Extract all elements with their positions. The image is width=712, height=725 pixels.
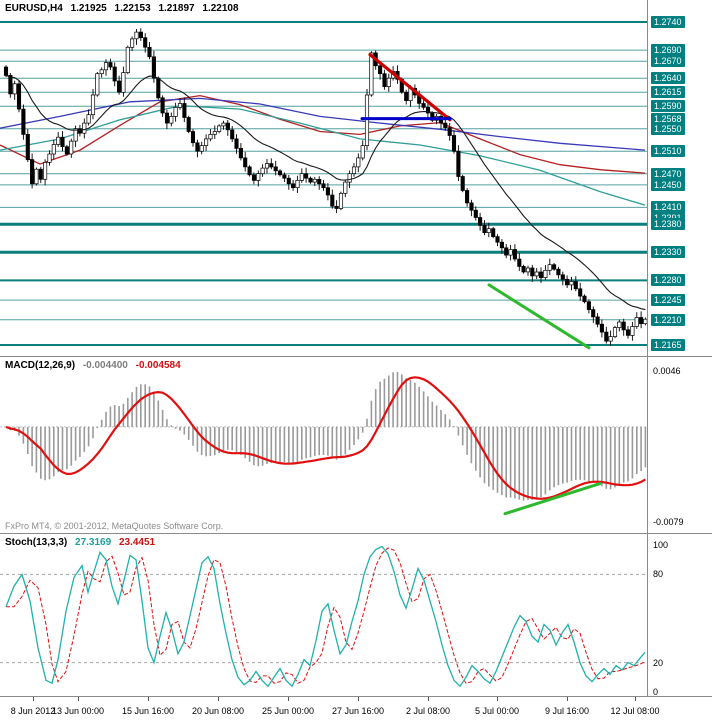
time-tick <box>428 697 429 701</box>
macd-axis-label: -0.0079 <box>653 517 684 527</box>
time-label: 12 Jul 08:00 <box>610 706 660 716</box>
time-tick <box>218 697 219 701</box>
time-tick <box>567 697 568 701</box>
candles-layer <box>3 28 648 346</box>
macd-scale[interactable]: 0.0046 -0.0079 <box>647 357 712 533</box>
price-level-label: 1.2210 <box>651 314 685 326</box>
price-level-label: 1.2590 <box>651 100 685 112</box>
ohlc-low: 1.21897 <box>158 3 195 14</box>
time-tick <box>33 697 34 701</box>
macd-axis-label: 0.0046 <box>653 366 681 376</box>
price-level-label: 1.2568 <box>651 113 685 125</box>
green-support-trendline <box>487 283 591 350</box>
time-tick <box>148 697 149 701</box>
time-label: 15 Jun 16:00 <box>121 706 175 716</box>
symbol-period-label: EURUSD,H4 <box>5 3 63 14</box>
price-level-label: 1.2670 <box>651 55 685 67</box>
time-axis[interactable]: 8 Jun 2012 13 Jun 00:00 15 Jun 16:00 20 Jun… <box>0 696 712 725</box>
time-label: 5 Jul 00:00 <box>474 706 520 716</box>
stoch-value-signal: 23.4451 <box>118 537 156 548</box>
ohlc-open: 1.21925 <box>70 3 107 14</box>
stoch-axis-label: 0 <box>653 687 659 697</box>
stoch-label: Stoch(13,3,3) <box>5 537 68 548</box>
price-level-label: 1.2640 <box>651 72 685 84</box>
time-label: 13 Jun 00:00 <box>51 706 105 716</box>
time-label: 27 Jun 16:00 <box>331 706 385 716</box>
macd-panel[interactable]: MACD(12,26,9) -0.004400 -0.004584 FxPro … <box>0 356 712 533</box>
copyright-text: FxPro MT4, © 2001-2012, MetaQuotes Softw… <box>5 521 224 531</box>
time-label: 2 Jul 08:00 <box>405 706 451 716</box>
ma-teal <box>0 105 646 206</box>
price-level-label: 1.2510 <box>651 145 685 157</box>
macd-canvas[interactable] <box>0 357 648 533</box>
stoch-axis-label: 100 <box>653 540 669 550</box>
price-chart-panel[interactable]: EURUSD,H4 1.21925 1.22153 1.21897 1.2210… <box>0 0 712 356</box>
stoch-main-line <box>5 545 646 688</box>
price-level-label: 1.2245 <box>651 294 685 306</box>
price-level-label: 1.2690 <box>651 44 685 56</box>
ohlc-close: 1.22108 <box>202 3 239 14</box>
stoch-header: Stoch(13,3,3) 27.3169 23.4451 <box>5 537 160 548</box>
time-label: 20 Jun 08:00 <box>191 706 245 716</box>
time-tick <box>635 697 636 701</box>
macd-green-trendline <box>503 482 602 516</box>
price-level-label: 1.2740 <box>651 16 685 28</box>
macd-value-main: -0.004400 <box>82 360 128 371</box>
macd-histogram <box>9 371 647 501</box>
time-tick <box>78 697 79 701</box>
stoch-value-main: 27.3169 <box>75 537 112 548</box>
macd-label: MACD(12,26,9) <box>5 360 76 371</box>
stoch-axis-label: 20 <box>653 658 664 668</box>
price-level-label: 1.2280 <box>651 274 685 286</box>
stoch-scale[interactable]: 100 80 20 0 <box>647 534 712 697</box>
price-level-label: 1.2450 <box>651 179 685 191</box>
macd-signal-line <box>5 376 646 500</box>
time-tick <box>497 697 498 701</box>
stochastic-canvas[interactable] <box>0 534 648 696</box>
ohlc-high: 1.22153 <box>114 3 151 14</box>
time-label: 9 Jul 16:00 <box>544 706 590 716</box>
price-level-label: 1.2330 <box>651 246 685 258</box>
trendlines <box>360 52 591 350</box>
time-label: 25 Jun 00:00 <box>261 706 315 716</box>
ema-black <box>5 74 646 311</box>
price-scale[interactable]: 1.2740 1.2690 1.2670 1.2640 1.2615 1.2590 1.25… <box>647 0 712 356</box>
stochastic-panel[interactable]: Stoch(13,3,3) 27.3169 23.4451 100 80 20 0 <box>0 533 712 697</box>
red-descending-trendline <box>368 52 452 122</box>
price-chart-canvas[interactable] <box>0 0 648 356</box>
stoch-signal-line <box>6 547 646 684</box>
time-tick <box>358 697 359 701</box>
ma-red <box>0 94 646 174</box>
ma-blue <box>0 97 646 151</box>
moving-averages <box>0 94 646 206</box>
macd-value-signal: -0.004584 <box>135 360 181 371</box>
price-level-label: 1.2470 <box>651 168 685 180</box>
price-level-label: 1.2380 <box>651 218 685 230</box>
macd-header: MACD(12,26,9) -0.004400 -0.004584 <box>5 360 186 371</box>
chart-header: EURUSD,H4 1.21925 1.22153 1.21897 1.2210… <box>5 3 244 14</box>
price-level-label: 1.2550 <box>651 123 685 135</box>
price-level-label: 1.2410 <box>651 201 685 213</box>
time-label: 8 Jun 2012 <box>10 706 56 716</box>
stoch-axis-label: 80 <box>653 569 664 579</box>
price-level-label: 1.2615 <box>651 86 685 98</box>
time-tick <box>288 697 289 701</box>
price-level-label: 1.2165 <box>651 339 685 351</box>
